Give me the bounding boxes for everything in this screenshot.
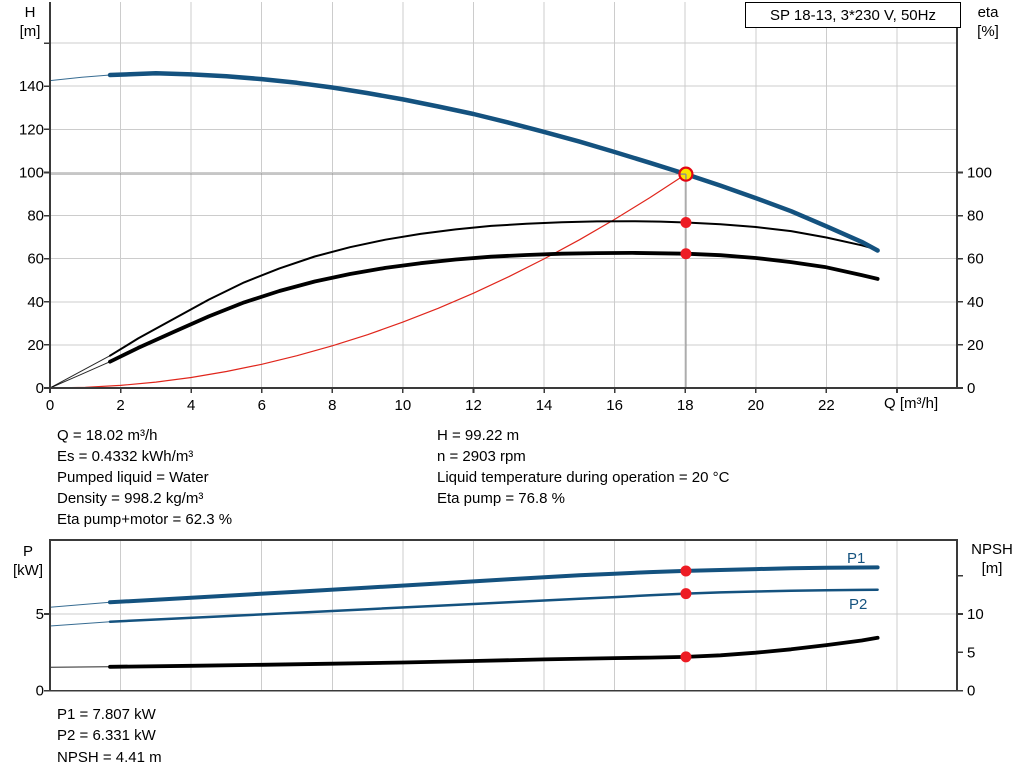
svg-text:5: 5 [36,606,44,623]
h-axis-title-unit: [m] [19,23,41,40]
p-axis-title-unit: [kW] [13,562,43,579]
eta-axis-title-unit: [%] [977,23,999,40]
svg-text:5: 5 [967,644,975,661]
h-axis-title-symbol: H [24,4,36,21]
npsh-axis-title: NPSH [m] [962,540,1022,578]
svg-text:60: 60 [27,251,44,268]
p1-text: P1 = 7.807 kW [57,706,156,723]
svg-text:20: 20 [27,337,44,354]
svg-text:100: 100 [967,164,992,181]
svg-text:0: 0 [36,683,44,700]
pump-model-box: SP 18-13, 3*230 V, 50Hz [745,2,961,28]
head-text: H = 99.22 m [437,427,520,444]
eta-pump-motor-text: Eta pump+motor = 62.3 % [57,511,233,528]
svg-text:16: 16 [606,397,623,414]
specific-energy-text: Es = 0.4332 kWh/m³ [57,448,194,465]
npsh-text: NPSH = 4.41 m [57,748,162,766]
svg-text:0: 0 [36,380,44,397]
duty-info-right-column: H = 99.22 m n = 2903 rpm Liquid temperat… [437,425,729,509]
flow-text: Q = 18.02 m³/h [57,427,158,444]
q-axis-label: Q [m³/h] [884,395,939,412]
svg-text:60: 60 [967,251,984,268]
pumped-liquid-text: Pumped liquid = Water [57,469,209,486]
pump-model-label: SP 18-13, 3*230 V, 50Hz [770,6,936,24]
speed-text: n = 2903 rpm [437,448,526,465]
svg-text:10: 10 [395,397,412,414]
svg-text:80: 80 [967,208,984,225]
svg-text:0: 0 [46,397,54,414]
p2-curve-label: P2 [849,596,868,613]
svg-text:6: 6 [258,397,266,414]
svg-text:4: 4 [187,397,195,414]
svg-text:10: 10 [967,606,984,623]
svg-text:20: 20 [967,337,984,354]
svg-text:2: 2 [116,397,124,414]
svg-text:140: 140 [19,78,44,95]
npsh-axis-title-unit: [m] [981,560,1003,577]
p2-text: P2 = 6.331 kW [57,727,156,745]
svg-text:12: 12 [465,397,482,414]
power-info-column: P1 = 7.807 kW P2 = 6.331 kW NPSH = 4.41 … [57,704,162,768]
eta-axis-title-symbol: eta [977,4,999,21]
eta-pump-text: Eta pump = 76.8 % [437,490,565,507]
p1-curve-label: P1 [847,550,866,567]
svg-text:0: 0 [967,380,975,397]
svg-text:22: 22 [818,397,835,414]
power-npsh-chart: 0 5 0 5 10 [36,539,984,700]
svg-text:40: 40 [967,294,984,311]
svg-text:8: 8 [328,397,336,414]
svg-text:20: 20 [747,397,764,414]
density-text: Density = 998.2 kg/m³ [57,490,204,507]
qh-eta-chart: 0 20 40 60 80 100 120 140 0 20 40 60 80 100 0 2 4 6 8 10 12 1… [19,2,992,414]
svg-text:18: 18 [677,397,694,414]
svg-text:0: 0 [967,683,975,700]
p-axis-title: P [kW] [6,542,50,580]
svg-text:120: 120 [19,121,44,138]
h-axis-title: H [m] [8,3,52,41]
duty-info-left-column: Q = 18.02 m³/h Es = 0.4332 kWh/m³ Pumped… [57,425,232,530]
svg-text:100: 100 [19,164,44,181]
npsh-axis-title-symbol: NPSH [971,541,1013,558]
p-axis-title-symbol: P [22,543,33,560]
eta-axis-title: eta [%] [966,3,1010,41]
svg-text:80: 80 [27,208,44,225]
svg-text:14: 14 [536,397,553,414]
svg-text:40: 40 [27,294,44,311]
temperature-text: Liquid temperature during operation = 20… [437,469,730,486]
